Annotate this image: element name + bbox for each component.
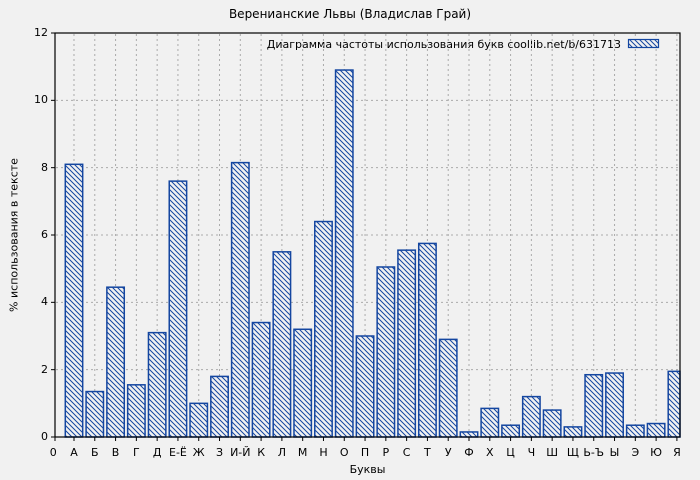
bar-Ю [646,422,666,438]
y-tick-label-8: 8 [41,160,48,174]
x-tick-label-0: 0 [49,446,57,459]
x-tick-label-А: А [70,446,78,459]
y-tick-label-0: 0 [41,430,48,443]
bar-Щ [563,426,583,438]
x-tick-label-И-Й: И-Й [230,446,251,459]
x-tick-label-Д: Д [152,446,162,459]
x-tick-label-М: М [297,446,308,459]
bar-У [438,338,458,438]
x-tick-label-О: О [339,446,349,459]
y-tick-label-12: 12 [34,26,48,39]
x-tick-label-Э: Э [631,446,640,459]
x-tick-label-Ы: Ы [609,446,620,459]
bar-Ф [459,431,479,438]
bar-О [334,69,354,438]
x-tick-label-Ц: Ц [506,446,515,459]
bar-Ь-Ъ [584,373,604,438]
x-tick-label-В: В [111,446,120,459]
bar-Ч [521,395,541,438]
bar-М [293,328,313,438]
bar-И-Й [230,161,250,438]
x-tick-label-Г: Г [133,446,140,459]
chart-title: Веренианские Львы (Владислав Грай) [228,7,472,21]
bar-Б [85,390,105,438]
bar-Х [480,407,500,438]
bar-Ц [501,424,521,438]
x-tick-label-Щ: Щ [566,446,579,459]
x-tick-label-Е-Ё: Е-Ё [169,446,187,459]
bar-З [210,375,229,438]
x-tick-label-Б: Б [90,446,99,459]
bar-Ы [605,372,624,438]
x-tick-label-С: С [402,446,411,459]
bar-Д [147,331,167,438]
bar-Р [376,266,396,438]
y-tick-label-4: 4 [41,295,48,309]
x-tick-label-У: У [444,446,452,459]
bar-Э [625,424,645,438]
bar-П [355,335,375,438]
y-tick-label-10: 10 [34,93,48,107]
bar-Л [272,251,292,438]
x-tick-label-Л: Л [277,446,287,459]
y-tick-label-6: 6 [41,228,48,241]
bars [64,69,681,438]
bar-Т [417,242,437,438]
legend-entry: Диаграмма частоты использования букв coo… [266,38,621,51]
x-tick-label-К: К [257,446,265,459]
x-tick-label-П: П [360,446,370,459]
x-tick-label-Ю: Ю [650,446,663,459]
bar-К [251,321,271,438]
x-tick-label-Н: Н [319,446,328,459]
plot-frame [51,32,681,441]
bar-Г [126,384,146,438]
bar-Ж [189,402,209,438]
bar-Ш [542,409,562,438]
x-tick-label-Ж: Ж [192,446,205,459]
x-tick-label-Ф: Ф [464,446,474,459]
x-tick-label-З: З [215,446,224,459]
x-axis-label: Буквы [349,463,386,476]
x-tick-label-Ш: Ш [546,446,559,459]
x-tick-label-Х: Х [486,446,494,459]
y-tick-label-2: 2 [41,362,48,376]
x-tick-label-Р: Р [382,446,390,459]
bar-Е-Ё [168,180,188,438]
x-tick-label-Ч: Ч [527,446,536,459]
bar-А [64,163,84,438]
x-tick-label-Я: Я [673,446,681,459]
x-tick-label-Ь-Ъ: Ь-Ъ [583,446,605,459]
x-tick-label-Т: Т [424,446,431,459]
bar-С [397,249,417,438]
legend-swatch-icon [627,38,660,49]
legend-swatch [627,38,660,49]
bar-Н [314,220,333,438]
bar-Я [667,370,681,438]
bar-В [106,286,126,438]
